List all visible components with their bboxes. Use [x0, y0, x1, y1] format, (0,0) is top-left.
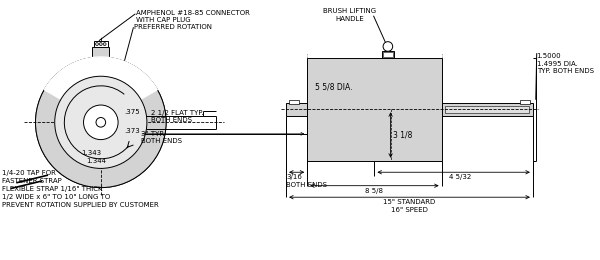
Bar: [382, 51, 394, 58]
Circle shape: [96, 118, 106, 127]
Text: BRUSH LIFTING
HANDLE: BRUSH LIFTING HANDLE: [323, 8, 376, 22]
Text: AMPHENOL #18-85 CONNECTOR
WITH CAP PLUG: AMPHENOL #18-85 CONNECTOR WITH CAP PLUG: [136, 10, 250, 23]
Bar: [289, 100, 299, 104]
Text: PREFERRED ROTATION: PREFERRED ROTATION: [134, 24, 212, 30]
Polygon shape: [44, 57, 157, 122]
Circle shape: [35, 57, 166, 188]
Bar: [286, 103, 307, 116]
Text: 1.5000
1.4995 DIA.
TYP. BOTH ENDS: 1.5000 1.4995 DIA. TYP. BOTH ENDS: [537, 53, 594, 74]
Text: 3 1/8: 3 1/8: [394, 131, 413, 140]
Text: 2 1/2 FLAT TYP.
BOTH ENDS: 2 1/2 FLAT TYP. BOTH ENDS: [151, 110, 203, 123]
Text: 1/4-20 TAP FOR
FASTENER STRAP
FLEXIBLE STRAP 1/16" THICK
1/2 WIDE x 6" TO 10" LO: 1/4-20 TAP FOR FASTENER STRAP FLEXIBLE S…: [2, 170, 158, 208]
Circle shape: [100, 43, 102, 45]
Text: .375: .375: [124, 109, 139, 115]
Circle shape: [95, 43, 98, 45]
Circle shape: [35, 57, 166, 188]
Text: 5 5/8 DIA.: 5 5/8 DIA.: [315, 82, 352, 91]
Bar: [442, 103, 533, 116]
Text: 4 5/32: 4 5/32: [449, 174, 471, 180]
Text: .373: .373: [124, 128, 140, 134]
Circle shape: [103, 43, 106, 45]
Text: 1.343: 1.343: [82, 150, 102, 156]
Bar: [92, 47, 109, 57]
Text: 3" TYP.
BOTH ENDS: 3" TYP. BOTH ENDS: [141, 131, 182, 145]
Text: 3/16
BOTH ENDS: 3/16 BOTH ENDS: [286, 174, 327, 188]
Bar: [94, 41, 107, 47]
Text: 8 5/8: 8 5/8: [365, 188, 383, 194]
Bar: [445, 106, 529, 113]
Bar: [520, 100, 530, 104]
Circle shape: [55, 76, 147, 168]
Circle shape: [83, 105, 118, 140]
Bar: [383, 52, 392, 57]
Bar: [307, 58, 442, 161]
Text: 15" STANDARD
16" SPEED: 15" STANDARD 16" SPEED: [383, 199, 436, 213]
Text: 1.344: 1.344: [86, 158, 106, 164]
Circle shape: [383, 42, 392, 51]
